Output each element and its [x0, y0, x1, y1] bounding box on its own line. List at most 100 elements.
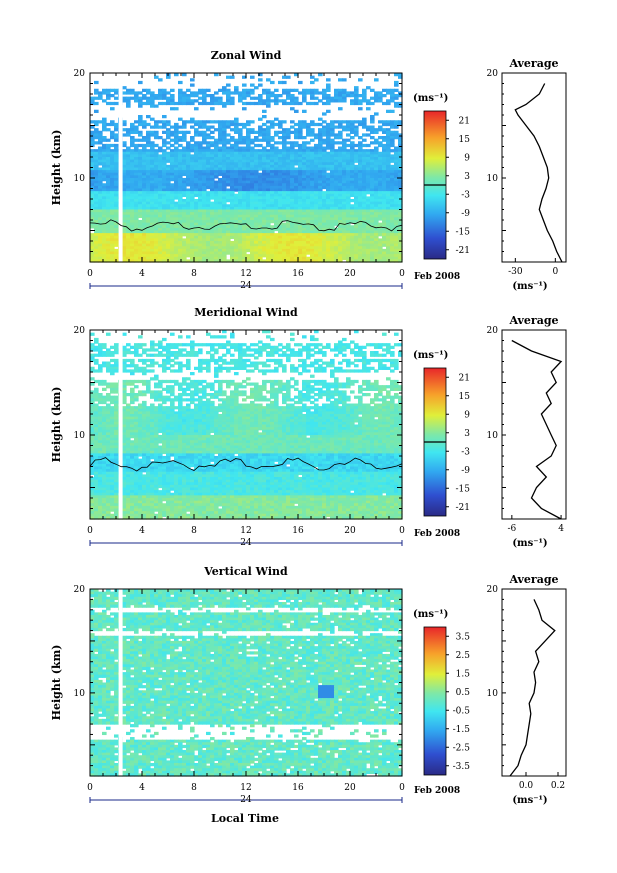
heatmap-cell	[174, 157, 179, 161]
heatmap-cell	[226, 193, 231, 197]
heatmap-cell	[262, 185, 267, 190]
heatmap-cell	[182, 259, 187, 263]
heatmap-cell	[274, 159, 279, 163]
heatmap-cell	[158, 162, 163, 166]
heatmap-cell	[318, 358, 323, 363]
heatmap-cell	[342, 214, 347, 218]
heatmap-cell	[186, 241, 191, 245]
heatmap-cell	[394, 191, 399, 195]
heatmap-cell	[94, 122, 99, 127]
heatmap-cell	[146, 251, 151, 255]
heatmap-cell	[354, 120, 359, 124]
heatmap-cell	[254, 196, 259, 200]
heatmap-cell	[258, 96, 263, 100]
heatmap-cell	[302, 180, 307, 184]
heatmap-cell	[206, 361, 211, 365]
heatmap-cell	[338, 361, 343, 365]
heatmap-cell	[158, 227, 163, 232]
heatmap-cell	[94, 151, 99, 155]
heatmap-cell	[238, 212, 243, 216]
heatmap-cell	[390, 259, 395, 263]
heatmap-cell	[250, 248, 255, 253]
heatmap-cell	[278, 220, 283, 224]
heatmap-cell	[354, 243, 359, 247]
heatmap-cell	[294, 180, 299, 184]
heatmap-cell	[134, 254, 139, 258]
heatmap-cell	[106, 167, 111, 171]
heatmap-cell	[98, 188, 103, 192]
heatmap-cell	[170, 206, 175, 211]
heatmap-cell	[270, 251, 275, 255]
heatmap-cell	[218, 358, 223, 363]
heatmap-cell	[174, 209, 179, 213]
heatmap-cell	[250, 238, 255, 242]
heatmap-cell	[170, 157, 175, 161]
heatmap-cell	[358, 254, 363, 258]
heatmap-cell	[234, 241, 239, 245]
heatmap-cell	[398, 254, 403, 258]
heatmap-cell	[390, 369, 395, 373]
heatmap-cell	[178, 96, 183, 100]
heatmap-cell	[346, 256, 351, 260]
heatmap-cell	[230, 227, 235, 232]
heatmap-cell	[114, 136, 119, 140]
heatmap-cell	[298, 225, 303, 229]
heatmap-cell	[358, 212, 363, 216]
heatmap-cell	[218, 238, 223, 242]
heatmap-cell	[298, 196, 303, 200]
heatmap-cell	[114, 188, 119, 192]
heatmap-cell	[170, 345, 175, 349]
heatmap-cell	[142, 199, 147, 203]
heatmap-cell	[154, 96, 159, 100]
heatmap-cell	[110, 88, 115, 92]
heatmap-cell	[90, 138, 95, 142]
heatmap-cell	[138, 157, 143, 161]
heatmap-cell	[310, 246, 315, 250]
heatmap-cell	[134, 143, 139, 148]
heatmap-cell	[94, 162, 99, 166]
heatmap-cell	[310, 201, 315, 205]
heatmap-cell	[302, 214, 307, 218]
heatmap-cell	[202, 199, 207, 203]
heatmap-cell	[162, 201, 167, 205]
heatmap-cell	[174, 180, 179, 184]
heatmap-cell	[306, 356, 311, 360]
heatmap-cell	[94, 201, 99, 205]
heatmap-cell	[286, 185, 291, 190]
heatmap-cell	[154, 235, 159, 239]
heatmap-cell	[102, 212, 107, 216]
heatmap-cell	[242, 241, 247, 245]
heatmap-cell	[302, 217, 307, 221]
heatmap-cell	[226, 183, 231, 187]
heatmap-cell	[122, 214, 127, 218]
heatmap-cell	[302, 238, 307, 242]
heatmap-cell	[130, 358, 135, 363]
heatmap-cell	[250, 154, 255, 158]
heatmap-cell	[378, 227, 383, 232]
heatmap-cell	[378, 343, 383, 347]
heatmap-cell	[318, 99, 323, 103]
heatmap-cell	[102, 120, 107, 124]
heatmap-cell	[234, 185, 239, 190]
heatmap-cell	[330, 361, 335, 365]
heatmap-cell	[378, 96, 383, 100]
heatmap-cell	[238, 188, 243, 192]
heatmap-cell	[398, 214, 403, 218]
heatmap-cell	[106, 199, 111, 203]
heatmap-cell	[278, 136, 283, 140]
heatmap-cell	[390, 225, 395, 229]
heatmap-cell	[314, 201, 319, 205]
heatmap-cell	[386, 193, 391, 197]
heatmap-cell	[206, 178, 211, 182]
heatmap-cell	[386, 149, 391, 153]
heatmap-cell	[282, 159, 287, 163]
heatmap-cell	[194, 227, 199, 232]
heatmap-cell	[158, 136, 163, 140]
heatmap-cell	[166, 99, 171, 103]
heatmap-cell	[382, 130, 387, 134]
heatmap-cell	[178, 369, 183, 373]
heatmap-cell	[382, 348, 387, 352]
heatmap-cell	[234, 143, 239, 148]
heatmap-cell	[334, 369, 339, 373]
heatmap-cell	[266, 233, 271, 237]
